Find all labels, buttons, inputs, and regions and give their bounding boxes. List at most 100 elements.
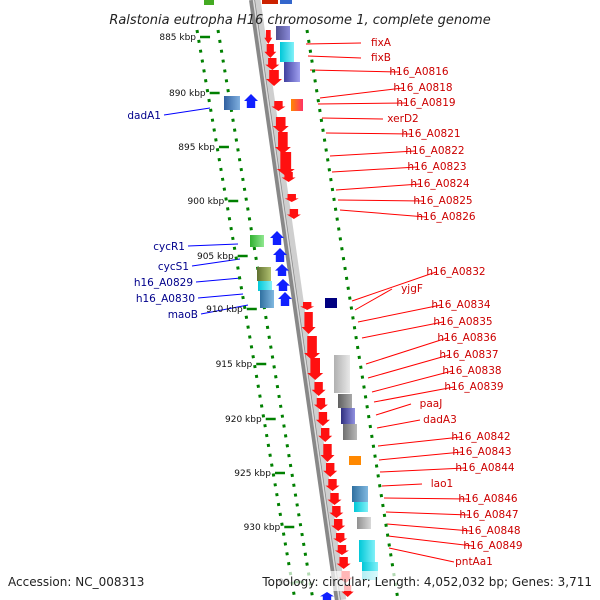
reverse-gene-arrow: [315, 412, 330, 426]
reverse-gene-label: fixB: [371, 52, 391, 64]
reverse-label-leader: [317, 102, 407, 105]
reverse-gene-label: h16_A0847: [459, 509, 518, 521]
reverse-gene-arrow: [327, 493, 342, 505]
reverse-feature-box: [354, 502, 368, 512]
reverse-feature-box: [284, 62, 300, 82]
reverse-feature-box: [338, 394, 352, 408]
reverse-gene-arrow: [320, 444, 335, 462]
scale-tick-label: 905 kbp: [197, 252, 234, 262]
reverse-gene-arrow: [274, 132, 291, 154]
clipped-feature-box: [280, 0, 292, 4]
reverse-label-leader: [376, 419, 421, 429]
forward-feature-box: [260, 290, 274, 308]
forward-feature-box: [258, 281, 272, 291]
reverse-gene-label: h16_A0839: [444, 381, 503, 393]
reverse-label-leader: [378, 451, 463, 461]
reverse-gene-label: h16_A0823: [407, 161, 466, 173]
reverse-gene-label: pntAa1: [455, 556, 493, 568]
reverse-label-leader: [377, 436, 462, 447]
reverse-gene-label: h16_A0819: [396, 97, 455, 109]
reverse-gene-label: h16_A0824: [410, 178, 469, 190]
forward-feature-box: [257, 267, 271, 281]
reverse-feature-box: [343, 424, 357, 440]
reverse-gene-arrow: [286, 209, 301, 219]
reverse-gene-arrow: [313, 398, 328, 410]
forward-label-leader: [195, 277, 242, 283]
reverse-gene-arrow: [325, 479, 340, 491]
reverse-label-leader: [351, 271, 437, 302]
reverse-label-leader: [309, 69, 400, 73]
reverse-gene-label: paaJ: [420, 398, 443, 410]
reverse-gene-arrow: [336, 557, 351, 569]
reverse-feature-box: [291, 99, 303, 111]
reverse-label-leader: [337, 199, 424, 202]
reverse-gene-label: h16_A0832: [426, 266, 485, 278]
reverse-gene-arrow: [331, 519, 346, 531]
forward-gene-arrow: [270, 231, 284, 245]
reverse-gene-label: dadA3: [423, 414, 457, 426]
reverse-gene-arrow: [272, 117, 289, 133]
reverse-gene-label: h16_A0849: [463, 540, 522, 552]
reverse-label-leader: [307, 55, 362, 59]
scale-tick-label: 890 kbp: [169, 89, 206, 99]
reverse-feature-box: [359, 540, 375, 562]
scale-tick-label: 930 kbp: [244, 523, 281, 533]
scale-tick-label: 885 kbp: [159, 33, 196, 43]
forward-gene-label: dadA1: [127, 110, 161, 122]
forward-feature-box: [250, 235, 264, 247]
forward-gene-label: cycR1: [153, 241, 185, 253]
reverse-feature-box: [334, 355, 350, 393]
scale-tick-label: 925 kbp: [234, 469, 271, 479]
forward-label-leader: [200, 304, 249, 315]
forward-gene-arrow: [275, 264, 289, 276]
scale-tick-label: 895 kbp: [178, 143, 215, 153]
reverse-gene-label: h16_A0826: [416, 211, 475, 223]
reverse-label-leader: [383, 497, 469, 500]
forward-gene-label: maoB: [168, 309, 198, 321]
reverse-gene-label: lao1: [431, 478, 453, 490]
chromosome-backbone: [249, 0, 341, 600]
reverse-gene-label: h16_A0844: [455, 462, 514, 474]
reverse-label-leader: [375, 403, 412, 416]
forward-label-leader: [187, 243, 239, 247]
reverse-gene-label: h16_A0825: [413, 195, 472, 207]
reverse-feature-box: [352, 486, 368, 502]
reverse-label-leader: [381, 483, 423, 487]
reverse-gene-arrow: [323, 463, 338, 477]
reverse-gene-arrow: [307, 358, 324, 380]
reverse-gene-arrow: [284, 194, 299, 202]
forward-gene-arrow: [278, 292, 292, 306]
scale-tick-label: 920 kbp: [225, 415, 262, 425]
reverse-label-leader: [329, 150, 416, 157]
forward-gene-label: cycS1: [158, 261, 189, 273]
forward-gene-label: h16_A0830: [136, 293, 195, 305]
reverse-gene-arrow: [276, 152, 295, 176]
reverse-gene-label: h16_A0834: [431, 299, 490, 311]
reverse-gene-arrow: [264, 30, 273, 44]
forward-gene-arrow: [273, 248, 287, 262]
reverse-gene-label: h16_A0822: [405, 145, 464, 157]
reverse-gene-label: fixA: [371, 37, 392, 49]
reverse-label-leader: [339, 209, 427, 218]
forward-gene-arrow: [244, 94, 258, 108]
forward-label-leader: [163, 107, 211, 116]
reverse-gene-arrow: [266, 70, 283, 86]
chromosome-highlight: [252, 0, 341, 600]
scale-tick-label: 915 kbp: [216, 360, 253, 370]
reverse-gene-arrow: [333, 533, 348, 543]
reverse-gene-label: h16_A0818: [393, 82, 452, 94]
reverse-label-leader: [388, 547, 455, 563]
reverse-gene-arrow: [264, 44, 277, 58]
reverse-label-leader: [385, 511, 470, 516]
reverse-feature-box: [276, 26, 290, 40]
reverse-gene-label: h16_A0837: [439, 349, 498, 361]
reverse-gene-label: yjgF: [401, 283, 423, 295]
reverse-gene-label: h16_A0848: [461, 525, 520, 537]
reverse-feature-box: [349, 456, 361, 465]
reverse-label-leader: [321, 117, 384, 120]
reverse-gene-label: h16_A0821: [401, 128, 460, 140]
reverse-label-leader: [361, 321, 444, 339]
reverse-gene-label: h16_A0816: [389, 66, 448, 78]
reverse-gene-arrow: [311, 382, 326, 396]
